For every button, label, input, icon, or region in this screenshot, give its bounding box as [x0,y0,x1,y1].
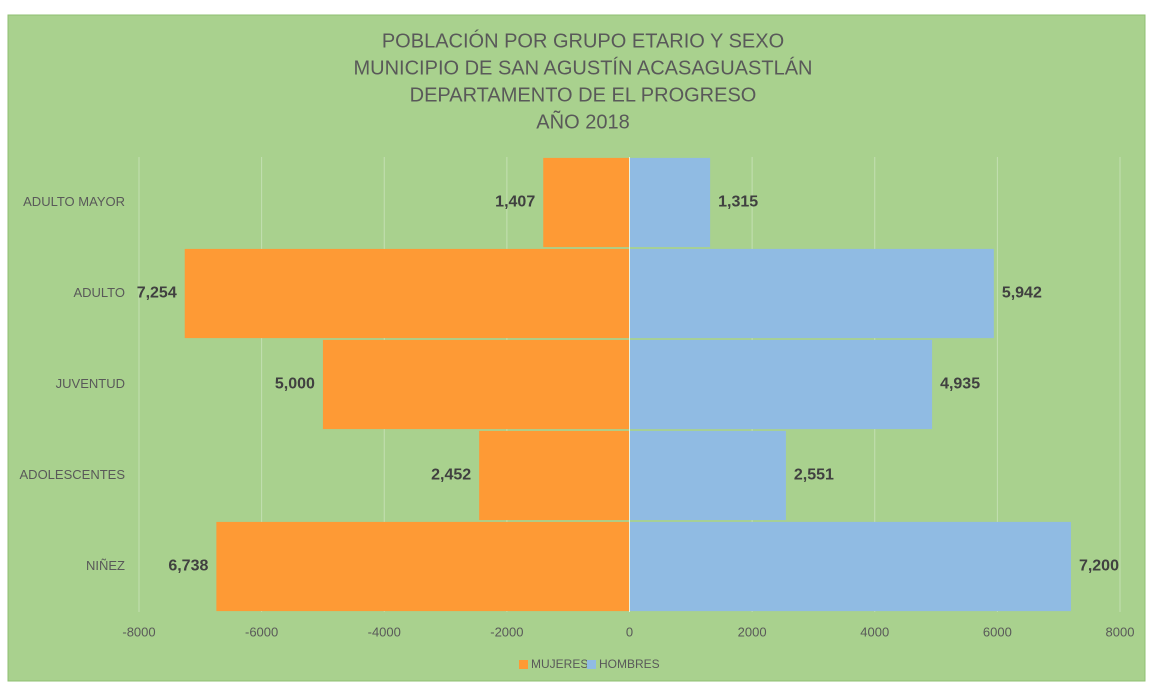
x-tick-label: 0 [626,624,633,639]
x-tick-label: -6000 [245,624,278,639]
y-tick-label: ADOLESCENTES [20,467,126,482]
data-label: 7,254 [137,285,177,302]
data-label: 1,315 [718,194,758,211]
chart-title: DEPARTAMENTO DE EL PROGRESO [410,84,757,106]
legend-label: MUJERES [531,657,588,671]
legend-label: HOMBRES [599,657,660,671]
x-tick-label: 2000 [738,624,767,639]
bar [543,157,630,248]
bar [184,248,630,339]
y-tick-label: JUVENTUD [56,376,125,391]
bar [629,430,786,521]
x-tick-label: 8000 [1106,624,1135,639]
bar [629,339,933,430]
x-tick-label: -8000 [122,624,155,639]
bar [216,521,630,612]
data-label: 2,551 [794,467,834,484]
legend-swatch [587,660,596,669]
bar [629,521,1071,612]
data-label: 4,935 [940,376,980,393]
y-tick-label: ADULTO MAYOR [23,194,125,209]
x-tick-label: 4000 [860,624,889,639]
data-label: 7,200 [1079,558,1119,575]
y-tick-label: NIÑEZ [86,558,125,573]
chart-title: MUNICIPIO DE SAN AGUSTÍN ACASAGUASTLÁN [354,56,813,79]
x-tick-label: -4000 [368,624,401,639]
data-label: 5,000 [275,376,315,393]
chart-title: POBLACIÓN POR GRUPO ETARIO Y SEXO [382,29,784,52]
bar [629,157,711,248]
legend-swatch [519,660,528,669]
x-tick-label: 6000 [983,624,1012,639]
data-label: 1,407 [495,194,535,211]
data-label: 5,942 [1002,285,1042,302]
data-label: 2,452 [431,467,471,484]
bar [479,430,630,521]
x-tick-label: -2000 [490,624,523,639]
chart-title: AÑO 2018 [536,109,629,133]
y-tick-label: ADULTO [73,285,125,300]
bar [322,339,630,430]
data-label: 6,738 [168,558,208,575]
bar [629,248,994,339]
